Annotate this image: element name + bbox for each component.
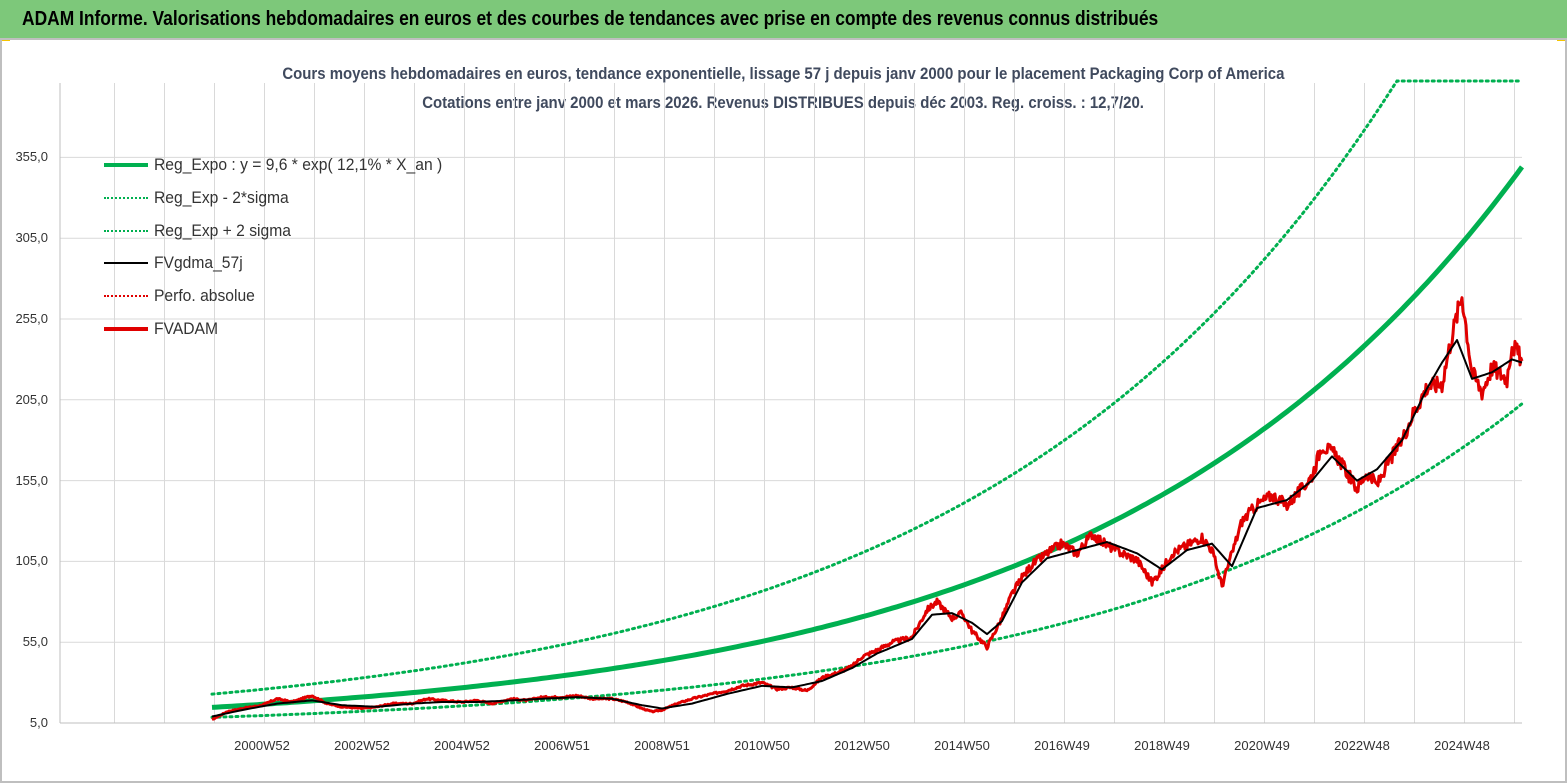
series-fvgdma-57j	[211, 339, 1523, 718]
legend-label: Reg_Expo : y = 9,6 * exp( 12,1% * X_an )	[154, 155, 443, 174]
x-tick-label: 2012W50	[834, 738, 890, 753]
report-title: ADAM Informe. Valorisations hebdomadaire…	[22, 7, 1159, 30]
legend-label: Reg_Exp + 2 sigma	[154, 220, 291, 240]
legend-label: FVgdma_57j	[154, 253, 243, 273]
series-reg-expo	[211, 165, 1525, 710]
legend-item: Reg_Exp + 2 sigma	[104, 221, 303, 241]
legend-swatch	[104, 196, 148, 199]
x-tick-label: 2006W51	[534, 738, 590, 753]
legend-swatch	[104, 262, 148, 265]
x-tick-label: 2000W52	[234, 738, 290, 753]
x-tick-label: 2018W49	[1134, 738, 1190, 753]
legend-item: Reg_Expo : y = 9,6 * exp( 12,1% * X_an )	[104, 155, 467, 175]
chart-title-line2: Cotations entre janv 2000 et mars 2026. …	[422, 93, 1145, 112]
y-tick-label: 105,0	[15, 553, 48, 569]
x-tick-label: 2014W50	[934, 738, 990, 753]
legend-item: FVgdma_57j	[104, 253, 250, 273]
y-tick-label: 205,0	[15, 391, 48, 407]
y-tick-label: 155,0	[15, 472, 48, 488]
series-reg-plus-2sigma	[210, 79, 1524, 696]
x-tick-label: 2008W51	[634, 738, 690, 753]
series-perfo-absolue	[211, 297, 1523, 721]
legend-item: FVADAM	[104, 319, 224, 339]
y-tick-label: 5,0	[29, 715, 48, 730]
legend-item: Perfo. absolue	[104, 286, 264, 306]
x-tick-label: 2002W52	[334, 738, 390, 753]
y-tick-label: 305,0	[15, 230, 48, 246]
legend-swatch	[104, 163, 148, 167]
x-tick-label: 2020W49	[1234, 738, 1290, 753]
x-tick-label: 2024W48	[1434, 738, 1490, 753]
series-reg-minus-2sigma	[210, 402, 1524, 719]
x-tick-label: 2004W52	[434, 738, 490, 753]
y-tick-label: 255,0	[15, 311, 48, 326]
legend-label: Reg_Exp - 2*sigma	[154, 187, 289, 207]
x-tick-label: 2022W48	[1334, 738, 1390, 753]
series-fvadam	[211, 296, 1524, 721]
chart-frame	[0, 38, 1567, 783]
legend-swatch	[104, 229, 148, 232]
legend-item: Reg_Exp - 2*sigma	[104, 188, 300, 208]
legend-label: Perfo. absolue	[154, 286, 255, 306]
x-tick-label: 2016W49	[1034, 738, 1090, 753]
legend-label: FVADAM	[154, 319, 219, 338]
legend-swatch	[104, 295, 148, 298]
x-tick-label: 2010W50	[734, 738, 790, 753]
chart-title-line1: Cours moyens hebdomadaires en euros, ten…	[282, 64, 1285, 83]
y-tick-label: 55,0	[22, 634, 48, 650]
report-header: ADAM Informe. Valorisations hebdomadaire…	[0, 0, 1567, 38]
y-tick-label: 355,0	[15, 149, 48, 165]
legend-swatch	[104, 327, 148, 331]
